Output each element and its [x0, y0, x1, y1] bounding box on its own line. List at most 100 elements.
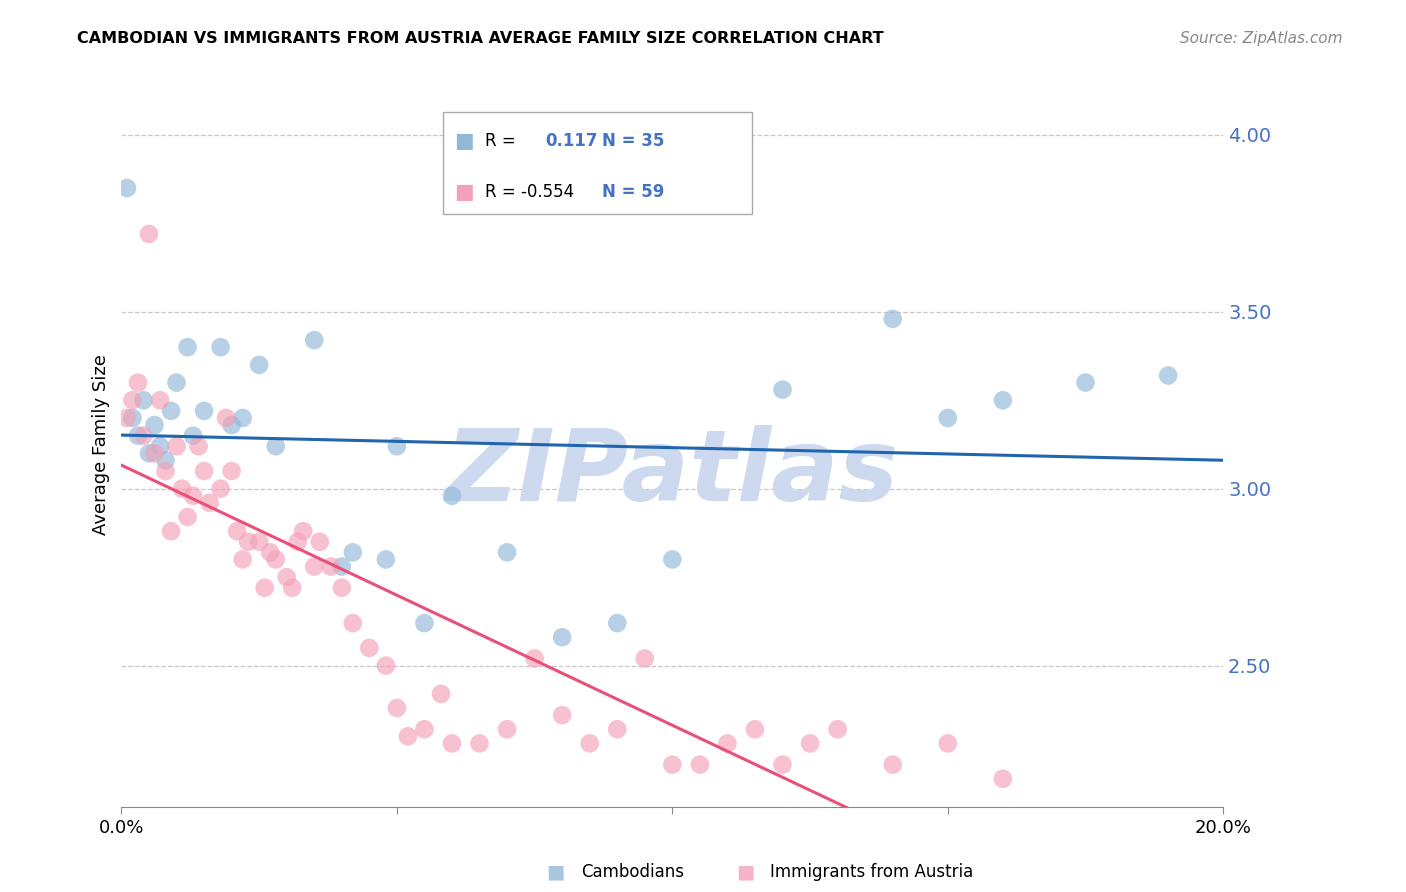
Point: [374, 658, 396, 673]
Point: [430, 687, 453, 701]
Text: ■: ■: [735, 863, 755, 882]
Point: [634, 651, 657, 665]
Point: [374, 552, 396, 566]
Text: 0.117: 0.117: [546, 132, 598, 150]
Point: [661, 552, 683, 566]
Point: [440, 489, 463, 503]
Point: [176, 340, 198, 354]
Point: [143, 417, 166, 432]
Point: [193, 464, 215, 478]
Point: [155, 464, 177, 478]
Point: [115, 411, 138, 425]
Text: Cambodians: Cambodians: [581, 863, 683, 881]
Point: [342, 616, 364, 631]
Text: ■: ■: [454, 182, 474, 202]
Point: [247, 534, 270, 549]
Point: [155, 453, 177, 467]
Point: [827, 723, 849, 737]
Point: [661, 757, 683, 772]
Text: R =: R =: [485, 132, 516, 150]
Point: [132, 393, 155, 408]
Point: [359, 640, 381, 655]
Point: [385, 701, 408, 715]
Point: [121, 393, 143, 408]
Point: [496, 723, 519, 737]
Point: [319, 559, 342, 574]
Point: [1074, 376, 1097, 390]
Text: R = -0.554: R = -0.554: [485, 183, 574, 201]
Point: [149, 439, 172, 453]
Text: Immigrants from Austria: Immigrants from Austria: [770, 863, 974, 881]
Point: [209, 482, 232, 496]
Point: [276, 570, 298, 584]
Point: [259, 545, 281, 559]
Point: [882, 312, 904, 326]
Point: [143, 446, 166, 460]
Point: [115, 181, 138, 195]
Point: [413, 616, 436, 631]
Point: [198, 496, 221, 510]
Point: [160, 524, 183, 538]
Point: [170, 482, 193, 496]
Point: [281, 581, 304, 595]
Point: [209, 340, 232, 354]
Point: [468, 736, 491, 750]
Point: [247, 358, 270, 372]
Point: [578, 736, 600, 750]
Point: [799, 736, 821, 750]
Point: [166, 439, 188, 453]
Point: [160, 404, 183, 418]
Point: [882, 757, 904, 772]
Point: [304, 559, 326, 574]
Point: [523, 651, 546, 665]
Point: [127, 428, 149, 442]
Point: [551, 630, 574, 644]
Point: [232, 552, 254, 566]
Point: [440, 736, 463, 750]
Point: [991, 772, 1014, 786]
Point: [138, 446, 160, 460]
Point: [232, 411, 254, 425]
Point: [606, 723, 628, 737]
Point: [181, 489, 204, 503]
Point: [936, 411, 959, 425]
Text: Source: ZipAtlas.com: Source: ZipAtlas.com: [1180, 31, 1343, 46]
Point: [181, 428, 204, 442]
Point: [264, 439, 287, 453]
Point: [221, 464, 243, 478]
Point: [342, 545, 364, 559]
Point: [396, 729, 419, 743]
Text: N = 35: N = 35: [602, 132, 664, 150]
Point: [138, 227, 160, 241]
Point: [176, 510, 198, 524]
Point: [716, 736, 738, 750]
Point: [496, 545, 519, 559]
Point: [991, 393, 1014, 408]
Point: [121, 411, 143, 425]
Point: [330, 559, 353, 574]
Text: N = 59: N = 59: [602, 183, 664, 201]
Point: [226, 524, 249, 538]
Point: [127, 376, 149, 390]
Point: [253, 581, 276, 595]
Point: [166, 376, 188, 390]
Point: [1157, 368, 1180, 383]
Text: ZIPatlas: ZIPatlas: [446, 425, 898, 522]
Point: [236, 534, 259, 549]
Point: [744, 723, 766, 737]
Point: [936, 736, 959, 750]
Y-axis label: Average Family Size: Average Family Size: [93, 354, 110, 535]
Point: [187, 439, 209, 453]
Point: [330, 581, 353, 595]
Text: CAMBODIAN VS IMMIGRANTS FROM AUSTRIA AVERAGE FAMILY SIZE CORRELATION CHART: CAMBODIAN VS IMMIGRANTS FROM AUSTRIA AVE…: [77, 31, 884, 46]
Point: [132, 428, 155, 442]
Text: ■: ■: [454, 131, 474, 151]
Text: ■: ■: [546, 863, 565, 882]
Point: [149, 393, 172, 408]
Point: [193, 404, 215, 418]
Point: [413, 723, 436, 737]
Point: [215, 411, 238, 425]
Point: [772, 383, 794, 397]
Point: [385, 439, 408, 453]
Point: [264, 552, 287, 566]
